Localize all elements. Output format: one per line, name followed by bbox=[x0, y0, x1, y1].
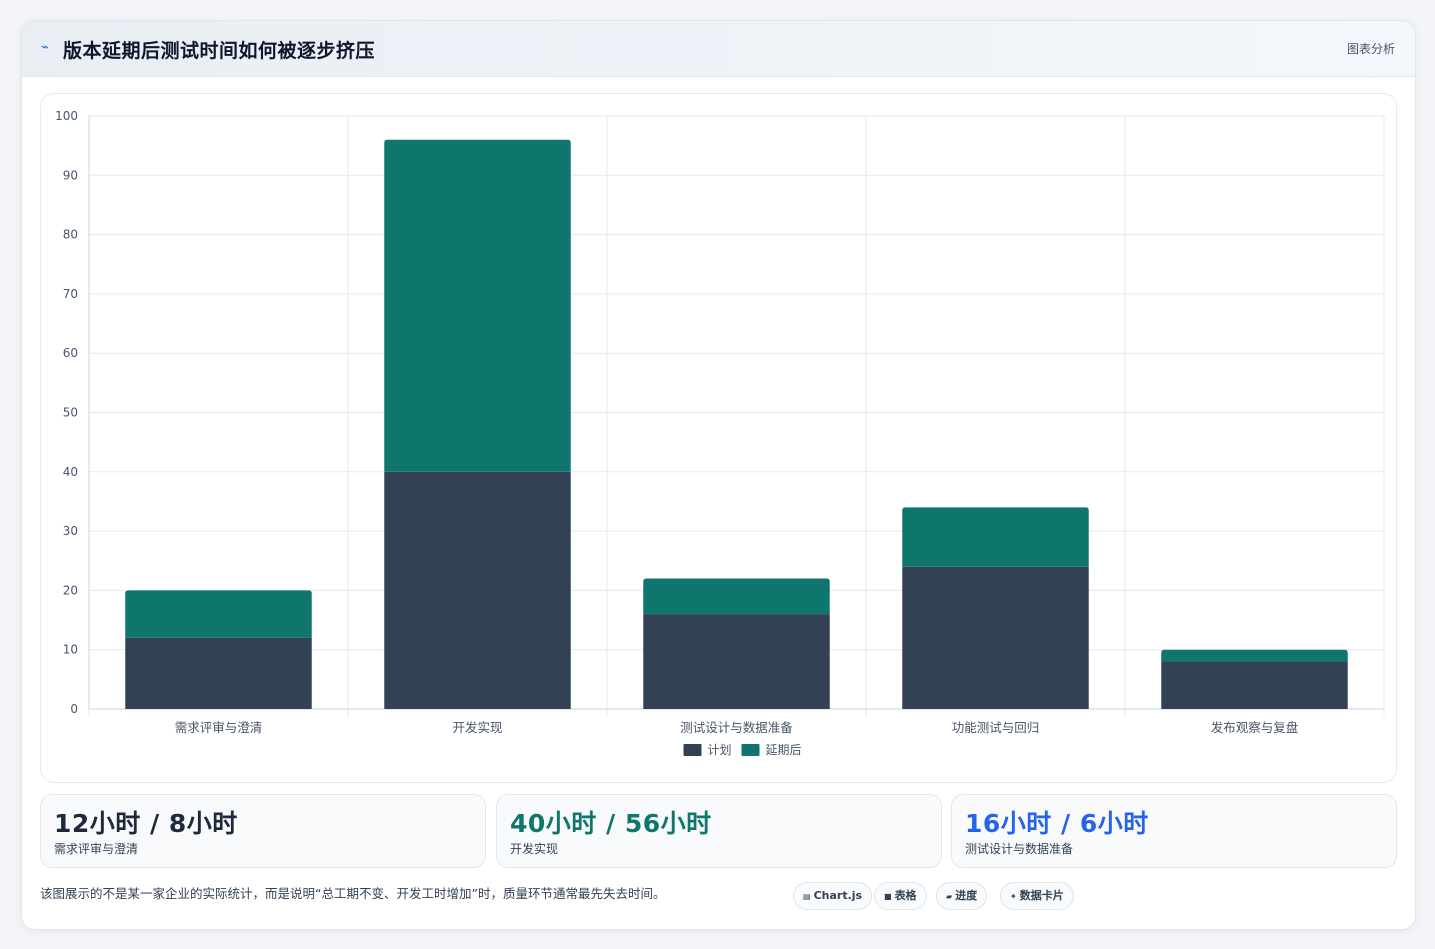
stat-value: 16小时 / 6小时 bbox=[965, 809, 1149, 838]
sparkle-icon: ✦ bbox=[1010, 892, 1017, 901]
legend-swatch bbox=[683, 744, 702, 756]
stat-label: 开发实现 bbox=[510, 842, 559, 856]
pill-table[interactable]: ■ 表格 bbox=[874, 882, 927, 910]
card-header: ⌁ 版本延期后测试时间如何被逐步挤压 图表分析 bbox=[22, 21, 1415, 77]
y-tick-label: 100 bbox=[55, 109, 78, 123]
stat-card: 40小时 / 56小时 开发实现 bbox=[496, 794, 942, 868]
stat-card: 16小时 / 6小时 测试设计与数据准备 bbox=[951, 794, 1397, 868]
table-icon: ■ bbox=[884, 892, 892, 901]
page-title: 版本延期后测试时间如何被逐步挤压 bbox=[63, 40, 376, 62]
bar-segment bbox=[643, 614, 830, 709]
chart-analysis-link[interactable]: 图表分析 bbox=[1346, 42, 1395, 56]
chart-container: 0 10 20 30 40 50 60 70 80 90 100 需求评审与澄清 开发实现 测试设计与数据… bbox=[40, 93, 1397, 783]
y-tick-label: 50 bbox=[63, 406, 78, 420]
bar-segment bbox=[902, 566, 1089, 709]
stat-card: 12小时 / 8小时 需求评审与澄清 bbox=[40, 794, 486, 868]
x-tick-label: 开发实现 bbox=[452, 720, 502, 735]
bar-segment bbox=[643, 578, 830, 615]
bar-segment bbox=[125, 590, 312, 638]
x-tick-label: 发布观察与复盘 bbox=[1211, 720, 1299, 735]
bar-segment bbox=[384, 139, 571, 472]
y-tick-label: 0 bbox=[70, 702, 78, 716]
stat-value: 12小时 / 8小时 bbox=[54, 809, 238, 838]
chart-icon: ▤ bbox=[803, 892, 811, 901]
bar-segment bbox=[1161, 649, 1348, 662]
chart-card: ⌁ 版本延期后测试时间如何被逐步挤压 图表分析 0 10 20 30 40 50 60 70 8… bbox=[21, 20, 1416, 930]
x-tick-label: 功能测试与回归 bbox=[952, 720, 1040, 735]
legend-swatch bbox=[741, 744, 760, 756]
pill-label: 表格 bbox=[894, 889, 917, 902]
progress-icon: ▰ bbox=[946, 892, 953, 901]
bar-segment bbox=[384, 471, 571, 709]
bar-segment bbox=[125, 637, 312, 709]
pill-progress[interactable]: ▰ 进度 bbox=[936, 882, 988, 910]
bar-segment bbox=[902, 507, 1089, 567]
y-tick-label: 90 bbox=[63, 168, 78, 182]
pill-label: 数据卡片 bbox=[1019, 889, 1064, 902]
pill-label: Chart.js bbox=[813, 889, 863, 902]
y-tick-label: 20 bbox=[63, 583, 78, 597]
pill-chartjs[interactable]: ▤ Chart.js bbox=[793, 882, 873, 910]
x-tick-label: 测试设计与数据准备 bbox=[680, 720, 793, 735]
y-tick-label: 10 bbox=[63, 643, 78, 657]
stat-value: 40小时 / 56小时 bbox=[510, 809, 712, 838]
legend-label: 延期后 bbox=[766, 743, 802, 757]
stat-label: 测试设计与数据准备 bbox=[965, 842, 1074, 856]
y-tick-label: 80 bbox=[63, 228, 78, 242]
y-tick-label: 60 bbox=[63, 346, 78, 360]
legend-label: 计划 bbox=[708, 743, 732, 757]
y-tick-label: 70 bbox=[63, 287, 78, 301]
chart-line-icon: ⌁ bbox=[41, 40, 49, 55]
stacked-bar-chart: 0 10 20 30 40 50 60 70 80 90 100 需求评审与澄清 开发实现 测试设计与数据… bbox=[55, 109, 1385, 757]
y-tick-label: 30 bbox=[63, 524, 78, 538]
bar-segment bbox=[1161, 661, 1348, 709]
footnote: 该图展示的不是某一家企业的实际统计，而是说明“总工期不变、开发工时增加”时，质量… bbox=[40, 886, 666, 901]
y-tick-label: 40 bbox=[63, 465, 78, 479]
stat-label: 需求评审与澄清 bbox=[54, 842, 139, 856]
x-tick-label: 需求评审与澄清 bbox=[175, 720, 263, 735]
pill-data-card[interactable]: ✦ 数据卡片 bbox=[1000, 882, 1074, 910]
pill-label: 进度 bbox=[955, 889, 978, 902]
